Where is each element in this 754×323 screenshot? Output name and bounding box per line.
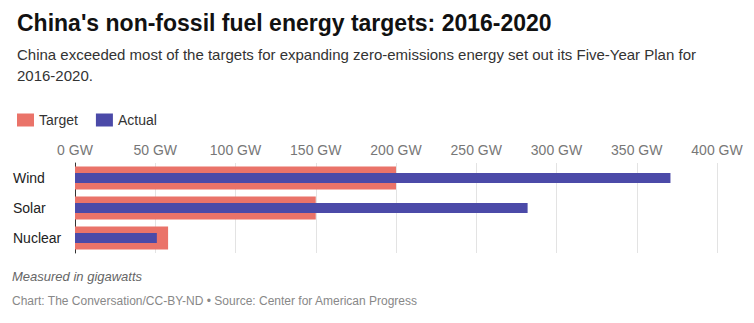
svg-text:350 GW: 350 GW [611,142,663,158]
svg-text:250 GW: 250 GW [451,142,503,158]
svg-text:400 GW: 400 GW [691,142,743,158]
svg-text:2016-2020.: 2016-2020. [17,67,93,84]
svg-text:China exceeded most of the tar: China exceeded most of the targets for e… [17,46,700,63]
svg-text:Chart: The Conversation/CC-BY-: Chart: The Conversation/CC-BY-ND • Sourc… [12,294,417,308]
svg-text:50 GW: 50 GW [133,142,177,158]
svg-text:Measured in gigawatts: Measured in gigawatts [12,269,143,284]
svg-text:100 GW: 100 GW [210,142,262,158]
svg-text:200 GW: 200 GW [370,142,422,158]
svg-text:China's non-fossil fuel energy: China's non-fossil fuel energy targets: … [17,10,552,36]
svg-text:300 GW: 300 GW [531,142,583,158]
svg-text:150 GW: 150 GW [290,142,342,158]
svg-text:Actual: Actual [118,112,157,128]
svg-text:Solar: Solar [13,200,46,216]
svg-text:Nuclear: Nuclear [13,230,62,246]
svg-text:0 GW: 0 GW [57,142,94,158]
svg-text:Wind: Wind [13,170,45,186]
svg-text:Target: Target [39,112,78,128]
